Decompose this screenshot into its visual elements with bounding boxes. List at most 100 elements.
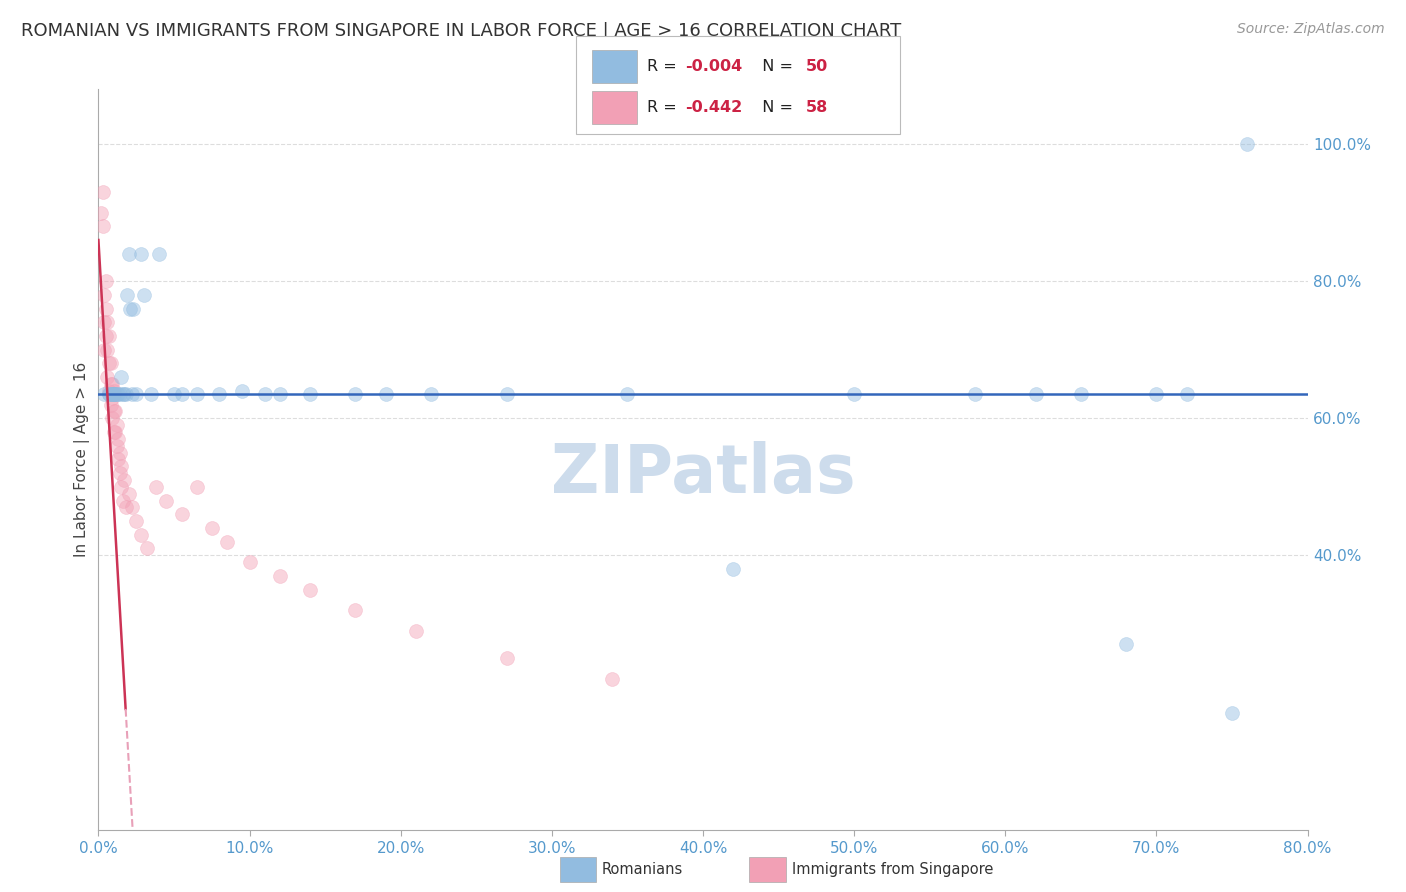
Point — [1024, 386, 1046, 401]
Point — [98, 384, 121, 398]
Point — [723, 562, 745, 576]
Point — [104, 386, 127, 401]
Point — [239, 555, 262, 569]
Point — [93, 288, 115, 302]
Point — [108, 445, 131, 459]
Point — [231, 384, 253, 398]
Point — [103, 384, 125, 398]
Point — [101, 391, 124, 405]
Point — [129, 246, 152, 260]
Point — [299, 582, 322, 597]
Point — [107, 452, 129, 467]
Point — [93, 315, 115, 329]
Point — [122, 301, 145, 316]
Point — [105, 386, 128, 401]
Point — [163, 386, 186, 401]
Point — [112, 473, 135, 487]
Point — [495, 651, 517, 665]
Point — [344, 603, 367, 617]
Point — [114, 386, 136, 401]
Text: Romanians: Romanians — [602, 863, 683, 877]
Point — [420, 386, 443, 401]
Point — [103, 386, 125, 401]
Point — [100, 398, 122, 412]
Point — [495, 386, 517, 401]
Point — [93, 386, 115, 401]
Text: Immigrants from Singapore: Immigrants from Singapore — [792, 863, 993, 877]
Point — [269, 569, 291, 583]
Point — [110, 480, 132, 494]
Point — [186, 480, 208, 494]
Point — [121, 386, 143, 401]
Point — [96, 343, 118, 357]
Point — [112, 386, 135, 401]
Point — [103, 425, 125, 439]
Point — [101, 386, 124, 401]
Point — [1220, 706, 1243, 720]
Point — [201, 521, 224, 535]
Text: ZIPatlas: ZIPatlas — [551, 442, 855, 508]
Text: R =: R = — [647, 100, 682, 114]
Point — [98, 329, 121, 343]
Point — [94, 329, 117, 343]
Point — [1070, 386, 1092, 401]
Point — [101, 386, 124, 401]
Point — [155, 493, 177, 508]
Point — [616, 386, 638, 401]
Point — [269, 386, 291, 401]
Point — [93, 343, 115, 357]
Point — [103, 386, 125, 401]
Point — [405, 624, 427, 638]
Point — [965, 386, 987, 401]
Point — [1236, 136, 1258, 151]
Point — [98, 386, 121, 401]
Point — [90, 205, 112, 219]
Point — [215, 534, 238, 549]
Point — [108, 386, 131, 401]
Point — [141, 386, 163, 401]
Point — [1175, 386, 1198, 401]
Point — [253, 386, 276, 401]
Point — [186, 386, 208, 401]
Point — [103, 386, 125, 401]
Point — [105, 418, 128, 433]
Text: N =: N = — [752, 100, 799, 114]
Point — [170, 386, 193, 401]
Point — [110, 370, 132, 384]
Point — [101, 386, 124, 401]
Point — [104, 425, 127, 439]
Point — [103, 404, 125, 418]
Point — [111, 493, 134, 508]
Point — [100, 356, 122, 370]
Point — [129, 528, 152, 542]
Point — [107, 386, 129, 401]
Point — [1115, 637, 1137, 651]
Point — [104, 404, 127, 418]
Point — [120, 301, 142, 316]
Point — [104, 386, 127, 401]
Point — [148, 246, 170, 260]
Point — [101, 411, 124, 425]
Point — [208, 386, 231, 401]
Text: -0.442: -0.442 — [685, 100, 742, 114]
Text: R =: R = — [647, 60, 682, 74]
Point — [374, 386, 396, 401]
Text: ROMANIAN VS IMMIGRANTS FROM SINGAPORE IN LABOR FORCE | AGE > 16 CORRELATION CHAR: ROMANIAN VS IMMIGRANTS FROM SINGAPORE IN… — [21, 22, 901, 40]
Point — [125, 514, 148, 528]
Point — [110, 459, 132, 474]
Point — [100, 376, 122, 391]
Point — [101, 386, 124, 401]
Point — [107, 432, 129, 446]
Point — [135, 541, 157, 556]
Point — [94, 274, 117, 288]
Point — [344, 386, 367, 401]
Point — [121, 500, 143, 515]
Point — [98, 356, 121, 370]
Point — [96, 315, 118, 329]
Point — [132, 288, 155, 302]
Point — [125, 386, 148, 401]
Point — [844, 386, 866, 401]
Point — [101, 376, 124, 391]
Y-axis label: In Labor Force | Age > 16: In Labor Force | Age > 16 — [75, 362, 90, 557]
Text: N =: N = — [752, 60, 799, 74]
